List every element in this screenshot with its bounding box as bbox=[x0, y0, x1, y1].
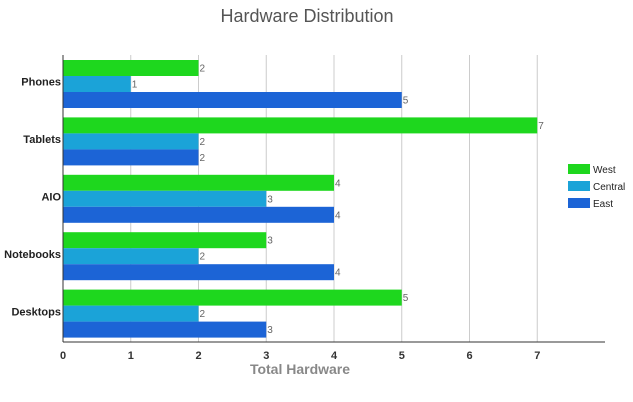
x-tick-label: 6 bbox=[466, 350, 472, 362]
bar-central[interactable] bbox=[63, 190, 267, 207]
bar-west[interactable] bbox=[63, 60, 199, 76]
bar-east[interactable] bbox=[63, 149, 199, 166]
x-tick-label: 7 bbox=[534, 350, 540, 362]
data-label: 2 bbox=[200, 153, 206, 164]
category-label: Notebooks bbox=[4, 249, 61, 261]
x-tick-label: 1 bbox=[128, 350, 134, 362]
bar-west[interactable] bbox=[63, 174, 334, 191]
x-tick-label: 0 bbox=[60, 350, 66, 362]
legend: West Central East bbox=[568, 164, 625, 210]
x-tick-label: 2 bbox=[195, 350, 201, 362]
data-label: 4 bbox=[335, 178, 341, 189]
x-tick-label: 5 bbox=[399, 350, 405, 362]
data-label: 2 bbox=[200, 252, 206, 263]
bar-central[interactable] bbox=[63, 133, 199, 150]
bar-east[interactable] bbox=[63, 92, 402, 108]
data-label: 2 bbox=[200, 64, 206, 75]
legend-label-central[interactable]: Central bbox=[593, 182, 625, 193]
data-label: 3 bbox=[267, 325, 273, 336]
data-label: 3 bbox=[267, 236, 273, 247]
legend-label-west[interactable]: West bbox=[593, 165, 616, 176]
legend-label-east[interactable]: East bbox=[593, 199, 613, 210]
category-label: Desktops bbox=[11, 306, 61, 318]
data-label: 1 bbox=[132, 80, 138, 91]
legend-swatch-east[interactable] bbox=[568, 198, 590, 208]
data-label: 2 bbox=[200, 137, 206, 148]
bar-central[interactable] bbox=[63, 248, 199, 265]
bar-west[interactable] bbox=[63, 232, 267, 249]
data-labels: 2 1 5 7 2 2 4 3 4 3 2 4 5 2 3 bbox=[132, 64, 545, 337]
bar-east[interactable] bbox=[63, 206, 334, 223]
bar-west[interactable] bbox=[63, 117, 538, 134]
bar-east[interactable] bbox=[63, 264, 334, 281]
data-label: 3 bbox=[267, 194, 273, 205]
data-label: 4 bbox=[335, 210, 341, 221]
x-tick-label: 4 bbox=[331, 350, 338, 362]
data-label: 2 bbox=[200, 309, 206, 320]
chart-title: Hardware Distribution bbox=[220, 6, 393, 26]
axes: 0 1 2 3 4 5 6 7 Phones Tablets AIO Notebooks Desktop… bbox=[4, 55, 605, 362]
bar-west[interactable] bbox=[63, 289, 402, 306]
category-label: Tablets bbox=[23, 134, 61, 146]
legend-swatch-central[interactable] bbox=[568, 181, 590, 191]
legend-swatch-west[interactable] bbox=[568, 164, 590, 174]
bar-central[interactable] bbox=[63, 305, 199, 322]
bar-series bbox=[63, 60, 538, 338]
x-tick-label: 3 bbox=[263, 350, 269, 362]
bar-east[interactable] bbox=[63, 321, 267, 338]
data-label: 5 bbox=[403, 293, 409, 304]
data-label: 7 bbox=[538, 121, 544, 132]
data-label: 4 bbox=[335, 268, 341, 279]
category-label: AIO bbox=[41, 192, 61, 204]
x-axis-title: Total Hardware bbox=[250, 361, 350, 377]
category-label: Phones bbox=[21, 77, 61, 89]
bar-central[interactable] bbox=[63, 76, 131, 92]
data-label: 5 bbox=[403, 96, 409, 107]
